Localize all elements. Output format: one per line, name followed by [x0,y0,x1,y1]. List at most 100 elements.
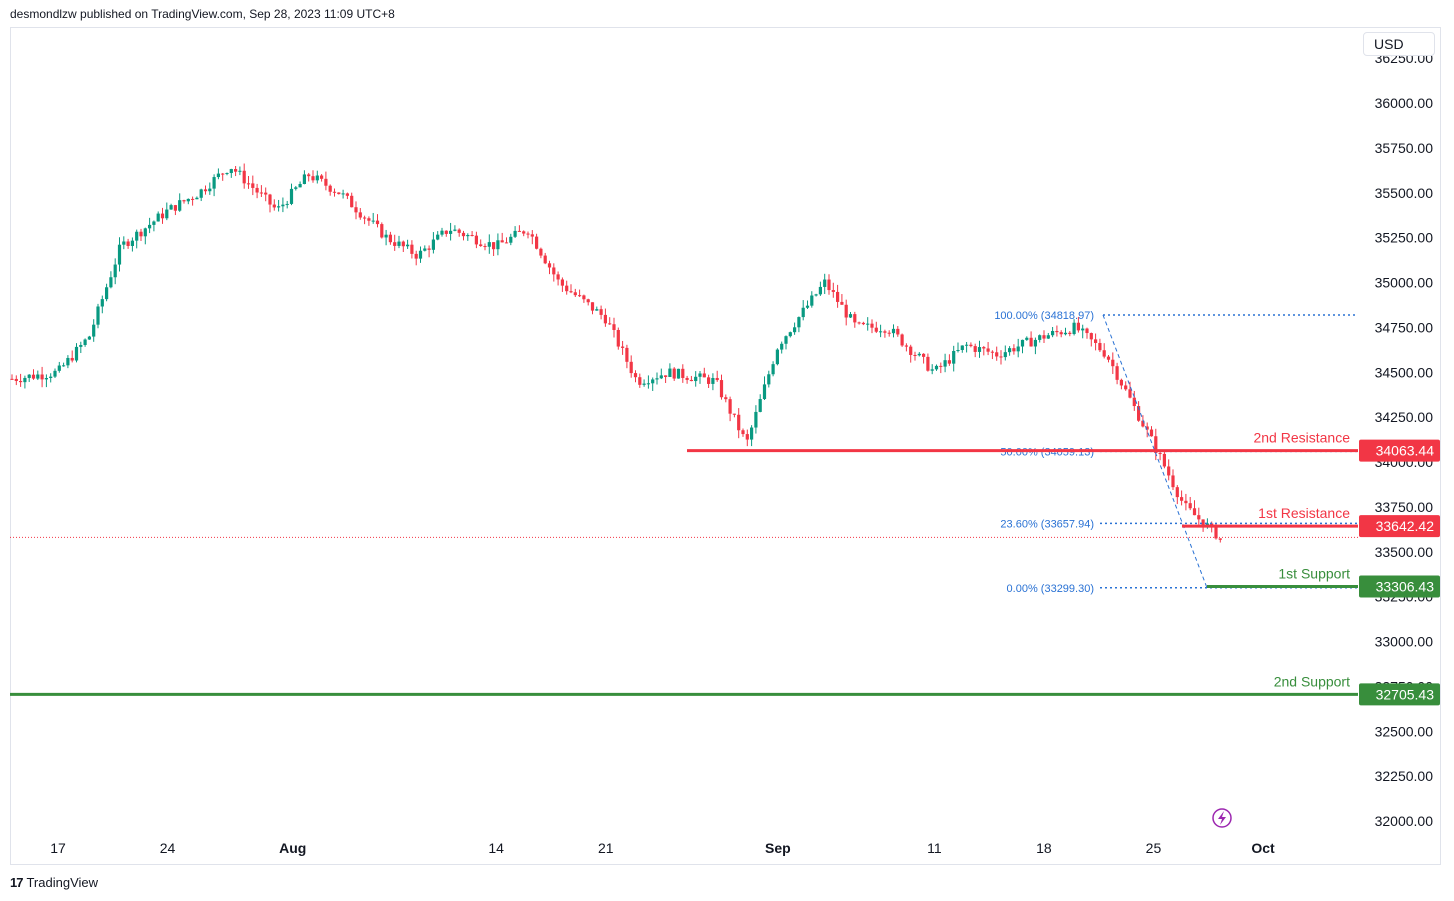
candle-body [401,241,405,247]
fib-level-label: 0.00% (33299.30) [1007,583,1094,595]
candle-body [543,255,547,264]
candle-body [264,192,268,195]
x-axis-tick-label: Oct [1251,840,1275,856]
candle-body [135,231,139,241]
y-axis-tick-label: 36000.00 [1375,95,1434,111]
candle-body [956,350,960,352]
candle-body [444,230,448,234]
candle-body [973,346,977,352]
candle-body [1188,503,1192,509]
candle-body [547,263,552,268]
candle-body [363,217,367,219]
candle-body [891,328,896,334]
candle-body [625,347,629,362]
candle-body [1072,322,1076,335]
candle-body [758,399,762,412]
candle-body [1063,332,1068,335]
candle-body [315,175,319,181]
candle-body [311,176,315,181]
candle-body [646,383,650,385]
y-axis-tick-label: 32000.00 [1375,813,1434,829]
candle-body [229,169,233,174]
candle-body [990,351,994,353]
y-axis-tick-label: 33000.00 [1375,634,1434,650]
candle-body [436,234,440,240]
candle-body [689,379,693,382]
x-axis-tick-label: 24 [160,840,176,856]
candle-body [590,302,595,311]
candle-body [66,357,70,366]
candle-body [1106,356,1111,360]
candle-body [651,379,655,384]
candle-body [823,279,827,287]
candle-body [767,374,771,385]
candle-body [526,233,530,235]
candle-body [1128,389,1132,398]
price-tag-bg [1359,683,1440,706]
candle-body [87,336,91,340]
candle-body [113,264,117,278]
candle-body [156,213,160,222]
candle-body [53,370,57,377]
candle-body [539,248,543,256]
candle-body [608,323,612,325]
candle-body [14,378,18,381]
candle-body [866,323,870,325]
y-axis-tick-label: 34750.00 [1375,319,1434,335]
candle-body [1141,420,1145,427]
candle-body [569,291,573,293]
candle-body [74,346,79,361]
candle-body [1119,379,1123,386]
y-axis-tick-label: 35750.00 [1375,140,1434,156]
candle-body [762,384,767,400]
candle-body [999,356,1003,358]
candle-body [1210,523,1214,526]
candle-body [560,279,564,286]
candle-body [1008,348,1012,353]
candle-body [341,193,345,195]
currency-selector[interactable]: USD [1363,32,1435,56]
tradingview-logo[interactable]: 17 TradingView [10,875,98,890]
candle-body [977,347,982,352]
candle-body [741,430,745,435]
candle-body [105,287,109,300]
candle-body [1051,330,1055,336]
candle-body [440,230,444,235]
candle-body [216,173,220,178]
candle-body [917,353,921,356]
candle-body [1171,475,1175,488]
candle-body [294,187,298,189]
candle-body [638,377,642,385]
candle-body [36,374,40,379]
candle-body [410,244,414,254]
candle-body [676,368,681,379]
candle-body [947,360,951,364]
candle-body [307,174,311,177]
candle-body [1029,337,1033,347]
level-label: 2nd Support [1274,673,1350,689]
candle-body [969,344,973,347]
candle-body [1033,339,1037,347]
candle-body [1068,332,1072,335]
candle-body [672,368,676,379]
candle-body [345,193,349,196]
candle-body [702,373,706,378]
y-axis-tick-label: 35500.00 [1375,185,1434,201]
candle-body [203,189,208,192]
candle-body [797,317,801,328]
candle-body [251,183,255,188]
candle-body [148,224,152,229]
candle-body [212,177,216,189]
candle-body [1137,406,1141,421]
candle-body [393,242,397,246]
candle-body [1158,453,1162,455]
candle-body [178,200,182,211]
candle-body [1098,342,1102,351]
candle-body [117,244,122,265]
price-tag-label: 33306.43 [1376,578,1435,594]
candle-body [1076,322,1080,331]
candle-body [165,209,169,219]
candle-body [887,332,891,334]
candle-body [844,304,848,318]
